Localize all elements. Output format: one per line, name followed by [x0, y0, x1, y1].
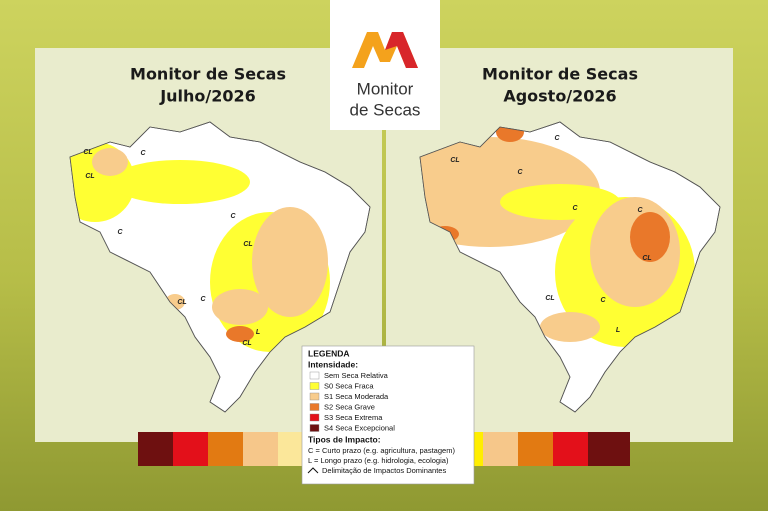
- map-title: Monitor de Secas: [482, 65, 638, 84]
- map-label: L: [616, 327, 620, 334]
- map: [419, 121, 721, 413]
- map-label: L: [256, 329, 260, 336]
- map-label: CL: [85, 173, 94, 180]
- map-label: C: [117, 229, 123, 236]
- legend-impact: C = Curto prazo (e.g. agricultura, pasta…: [308, 446, 455, 455]
- legend-swatch: [309, 403, 320, 411]
- map-labels: CL CL C C C CL C CL L CL CL C C C C CL C CL L: [83, 135, 651, 347]
- legend-heading: Intensidade:: [308, 359, 358, 369]
- map-label: CL: [243, 241, 252, 248]
- map-subtitle: Julho/2026: [159, 87, 256, 106]
- map-label: C: [554, 135, 560, 142]
- logo-box: [330, 0, 440, 130]
- map-subtitle: Agosto/2026: [503, 87, 616, 106]
- legend-boundary: Delimitação de Impactos Dominantes: [322, 466, 446, 475]
- map-label: CL: [545, 295, 554, 302]
- map-label: C: [600, 297, 606, 304]
- map-label: CL: [177, 299, 186, 306]
- map-label: C: [200, 296, 206, 303]
- map-title: Monitor de Secas: [130, 65, 286, 84]
- legend-swatch: [309, 424, 320, 432]
- map-label: C: [572, 205, 578, 212]
- logo-mark: [385, 32, 418, 68]
- map: [69, 121, 371, 413]
- map-label: C: [230, 213, 236, 220]
- map-label: CL: [242, 340, 251, 347]
- legend-swatch: [309, 413, 320, 422]
- legend-swatch: [309, 382, 320, 390]
- map-label: CL: [83, 149, 92, 156]
- legend-label: S4 Seca Excepcional: [324, 423, 395, 432]
- legend-label: Sem Seca Relativa: [324, 371, 389, 380]
- legend-heading: Tipos de Impacto:: [308, 434, 381, 444]
- map-label: C: [140, 150, 146, 157]
- legend-label: S3 Seca Extrema: [324, 413, 383, 422]
- legend-swatch: [309, 392, 320, 401]
- legend-impact: L = Longo prazo (e.g. hidrologia, ecolog…: [308, 456, 449, 465]
- map-label: C: [517, 169, 523, 176]
- legend-box: [301, 345, 475, 485]
- legend-label: S0 Seca Fraca: [324, 381, 374, 390]
- legend-label: S1 Seca Moderada: [324, 392, 389, 401]
- legend-swatch: [309, 371, 320, 380]
- boundary-icon: [307, 467, 319, 474]
- legend-label: S2 Seca Grave: [324, 402, 375, 411]
- map-label: C: [637, 207, 643, 214]
- map-label: CL: [642, 255, 651, 262]
- map-label: CL: [450, 157, 459, 164]
- logo-text: Monitor: [357, 79, 414, 98]
- logo-text: de Secas: [350, 100, 421, 119]
- legend-title: LEGENDA: [308, 348, 350, 358]
